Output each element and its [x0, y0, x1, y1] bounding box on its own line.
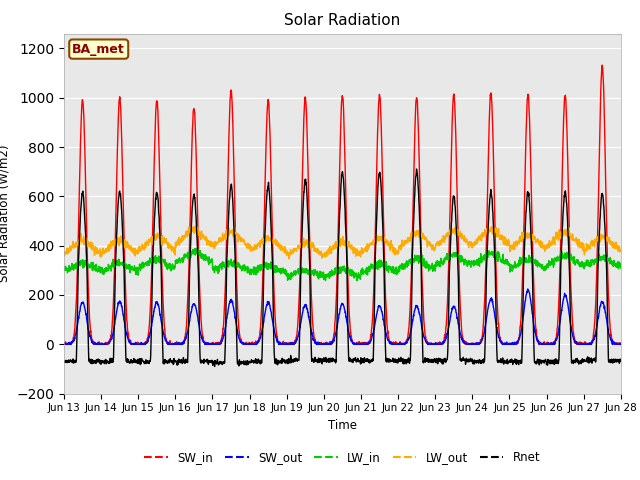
Rnet [371, 280, 379, 286]
LW_out [285, 256, 292, 262]
LW_in [617, 265, 625, 271]
SW_out [568, 330, 576, 336]
SW_in [568, 307, 575, 313]
SW_out [584, 341, 591, 347]
Rnet [617, 357, 625, 363]
SW_out [617, 340, 625, 346]
LW_in [584, 263, 591, 268]
LW_out [192, 223, 200, 229]
LW_out [568, 234, 576, 240]
SW_out [524, 286, 532, 292]
Rnet [60, 358, 68, 364]
LW_in [216, 262, 223, 268]
SW_in [598, 62, 606, 68]
Rnet [413, 166, 420, 172]
LW_out [584, 245, 591, 251]
LW_out [371, 237, 379, 242]
SW_in [371, 250, 379, 256]
LW_in [60, 266, 68, 272]
LW_in [359, 267, 367, 273]
SW_in [504, 341, 512, 347]
SW_out [216, 341, 223, 347]
Title: Solar Radiation: Solar Radiation [284, 13, 401, 28]
SW_in [60, 341, 68, 347]
SW_in [617, 341, 625, 347]
SW_in [584, 341, 591, 347]
SW_out [60, 341, 68, 347]
LW_out [60, 250, 68, 256]
SW_in [359, 340, 367, 346]
LW_out [216, 239, 223, 244]
X-axis label: Time: Time [328, 419, 357, 432]
Rnet [568, 360, 576, 366]
LW_out [359, 246, 367, 252]
SW_out [60, 340, 68, 346]
Rnet [584, 354, 591, 360]
SW_in [216, 341, 223, 347]
LW_out [617, 247, 625, 252]
Rnet [216, 360, 223, 365]
LW_out [505, 237, 513, 243]
Rnet [211, 364, 218, 370]
Legend: SW_in, SW_out, LW_in, LW_out, Rnet: SW_in, SW_out, LW_in, LW_out, Rnet [140, 446, 545, 469]
Line: LW_out: LW_out [64, 226, 621, 259]
SW_in [60, 341, 68, 347]
SW_out [504, 341, 512, 347]
SW_out [359, 341, 367, 347]
Line: SW_in: SW_in [64, 65, 621, 344]
LW_in [191, 246, 198, 252]
Text: BA_met: BA_met [72, 43, 125, 56]
Line: LW_in: LW_in [64, 249, 621, 281]
Rnet [505, 359, 513, 364]
LW_in [505, 261, 513, 267]
Y-axis label: Solar Radiation (W/m2): Solar Radiation (W/m2) [0, 145, 11, 282]
Rnet [359, 358, 367, 364]
LW_in [353, 278, 361, 284]
Line: Rnet: Rnet [64, 169, 621, 367]
Line: SW_out: SW_out [64, 289, 621, 344]
SW_out [371, 322, 379, 328]
LW_in [568, 255, 576, 261]
LW_in [371, 260, 379, 266]
